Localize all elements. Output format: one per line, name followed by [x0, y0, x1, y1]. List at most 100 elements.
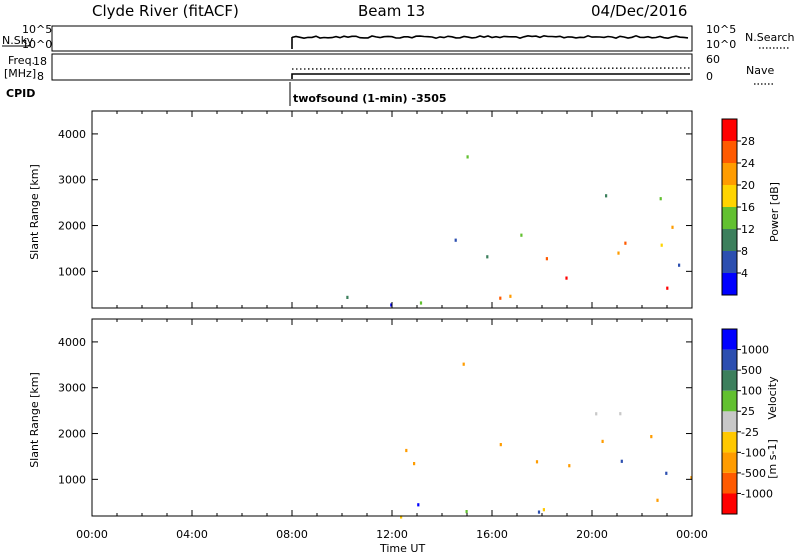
colorbar-tick-label: -1000 [741, 487, 773, 500]
nsearch-tick-top: 10^5 [706, 23, 736, 36]
freq-panel: Freq. [MHz] 18 8 60 0 Nave [4, 53, 774, 85]
colorbar-tick-label: -500 [741, 467, 766, 480]
freq-tick-bottom: 8 [37, 70, 44, 83]
velocity-panel: 4000 3000 2000 1000 Slant Range [km] [28, 318, 693, 519]
heatmap-cell [605, 194, 608, 198]
colorbar-tick-label: 25 [741, 405, 755, 418]
station-title: Clyde River (fitACF) [92, 2, 239, 20]
heatmap-cell [620, 459, 623, 463]
colorbar-swatch [722, 370, 737, 391]
freq-label-line1: Freq. [8, 54, 35, 67]
colorbar-tick-label: 4 [741, 267, 748, 280]
colorbar-frame [721, 328, 738, 515]
nsky-panel: N.Sky 10^5 10^0 10^5 10^0 N.Search [2, 23, 795, 52]
beam-title: Beam 13 [358, 2, 425, 20]
x-axis-label: Time UT [379, 542, 425, 554]
colorbar-tick-label: 1000 [741, 344, 769, 357]
colorbar-tick-label: 16 [741, 201, 755, 214]
x-tick-label: 00:00 [76, 528, 108, 541]
heatmap-cell [690, 476, 693, 480]
colorbar-tick-label: 20 [741, 179, 755, 192]
date-title: 04/Dec/2016 [591, 2, 687, 20]
nsky-tick-bottom: 10^0 [22, 38, 52, 51]
x-tick-label: 04:00 [176, 528, 208, 541]
heatmap-cell [601, 439, 604, 443]
velocity-ticks: 4000 3000 2000 1000 [58, 319, 693, 516]
y-tick-label: 2000 [58, 220, 86, 233]
colorbar-swatch [722, 329, 737, 350]
power-frame [91, 110, 693, 309]
cpid-text: twofsound (1-min) -3505 [293, 92, 447, 105]
heatmap-cell [535, 460, 539, 464]
colorbar-swatch [722, 119, 737, 141]
colorbar-tick-label: 28 [741, 135, 755, 148]
colorbar-swatch [722, 452, 737, 473]
heatmap-cell [499, 443, 502, 447]
heatmap-cell [542, 508, 545, 512]
nsky-label: N.Sky [2, 34, 34, 47]
y-tick-label: 1000 [58, 473, 86, 486]
heatmap-cell [665, 471, 668, 475]
colorbar-swatch [722, 229, 737, 251]
heatmap-cell [509, 294, 512, 298]
heatmap-cell [565, 276, 568, 280]
power-cells [346, 155, 681, 307]
colorbar-swatch [722, 185, 737, 207]
colorbar-tick-label: 8 [741, 245, 748, 258]
heatmap-cell [346, 295, 349, 299]
x-tick-label: 12:00 [376, 528, 408, 541]
heatmap-cell [462, 362, 465, 366]
colorbar-swatch [722, 390, 737, 412]
colorbar-tick-label: 24 [741, 157, 755, 170]
cpid-label: CPID [6, 87, 35, 100]
heatmap-cell [419, 301, 423, 305]
power-colorbar-label: Power [dB] [768, 182, 781, 242]
heatmap-cell [666, 286, 669, 290]
velocity-ylabel: Slant Range [km] [28, 372, 41, 468]
heatmap-cell [466, 155, 469, 159]
power-ylabel: Slant Range [km] [28, 164, 41, 260]
power-ticks: 4000 3000 2000 1000 [58, 111, 693, 308]
heatmap-cell [454, 238, 457, 242]
x-tick-label: 20:00 [576, 528, 608, 541]
nave-tick-top: 60 [706, 53, 720, 66]
power-colorbar: 28 24 20 16 12 8 4 [721, 118, 755, 296]
nsky-frame [51, 25, 693, 52]
velocity-colorbar-label: Velocity [766, 376, 779, 420]
power-panel: 4000 3000 2000 1000 Slant Range [km] [28, 110, 693, 309]
heatmap-cell [486, 255, 489, 259]
nave-trace [291, 67, 691, 70]
nsearch-tick-bottom: 10^0 [706, 38, 736, 51]
freq-trace [291, 73, 690, 79]
colorbar-tick-label: 100 [741, 385, 762, 398]
heatmap-cell [400, 515, 403, 519]
heatmap-cell [617, 251, 620, 255]
colorbar-tick-label: 500 [741, 364, 762, 377]
freq-label-line2: [MHz] [4, 67, 36, 80]
colorbar-swatch [722, 163, 737, 185]
nsky-trace [291, 34, 689, 49]
heatmap-cell [624, 241, 627, 245]
colorbar-swatch [722, 141, 737, 163]
y-tick-label: 4000 [58, 128, 86, 141]
velocity-cells [400, 362, 693, 519]
heatmap-cell [537, 510, 541, 514]
freq-tick-top: 18 [33, 55, 47, 68]
nave-label: Nave [746, 64, 774, 77]
freq-frame [51, 53, 693, 81]
heatmap-cell [660, 243, 663, 247]
colorbar-tick-label: 12 [741, 223, 755, 236]
y-tick-label: 3000 [58, 174, 86, 187]
colorbar-swatch [722, 493, 737, 514]
colorbar-swatch [722, 472, 737, 494]
heatmap-cell [520, 233, 523, 237]
heatmap-cell [417, 503, 420, 507]
heatmap-cell [595, 412, 598, 416]
colorbar-tick-label: -25 [741, 426, 759, 439]
heatmap-cell [405, 448, 408, 453]
heatmap-cell [413, 462, 416, 466]
heatmap-cell [671, 225, 674, 229]
colorbar-swatch [722, 207, 737, 229]
nsearch-label: N.Search [745, 31, 795, 44]
